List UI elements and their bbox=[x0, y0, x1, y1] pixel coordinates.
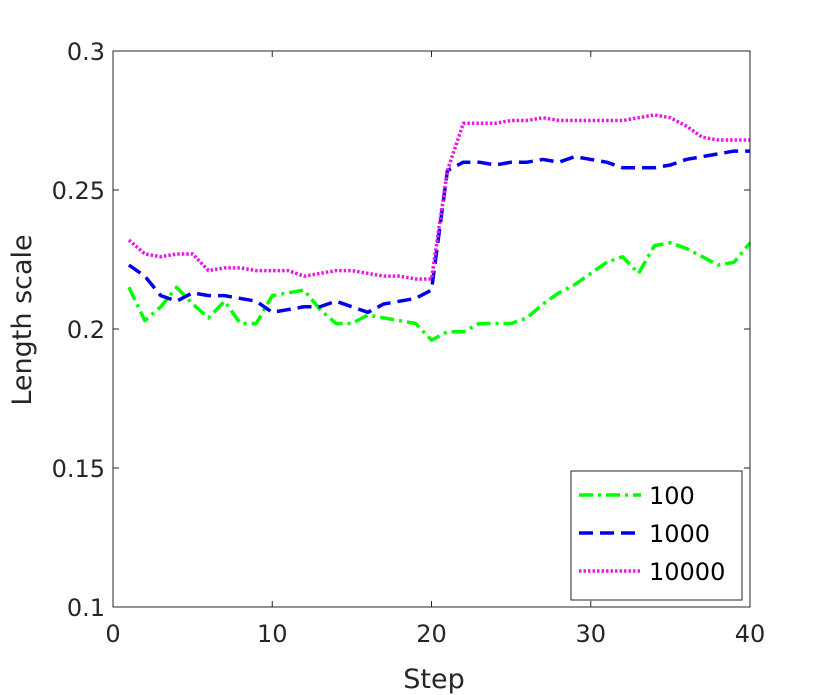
legend-label-100: 100 bbox=[649, 482, 695, 510]
legend-box bbox=[570, 470, 743, 601]
x-tick-label: 10 bbox=[257, 620, 288, 648]
x-tick-label: 40 bbox=[735, 620, 766, 648]
x-axis-label: Step bbox=[403, 664, 464, 695]
y-tick-label: 0.1 bbox=[67, 594, 105, 622]
y-axis-label: Length scale bbox=[7, 234, 38, 405]
x-tick-label: 30 bbox=[575, 620, 606, 648]
y-tick-label: 0.2 bbox=[67, 316, 105, 344]
legend: 100 1000 10000 bbox=[570, 470, 743, 601]
series-line-1000 bbox=[127, 149, 750, 315]
series-layer bbox=[127, 113, 752, 342]
ticks-layer: 0 10 20 30 40 0.1 0.15 0.2 0.25 0.3 bbox=[52, 38, 766, 648]
y-tick-label: 0.25 bbox=[52, 177, 105, 205]
legend-label-1000: 1000 bbox=[649, 520, 710, 548]
x-tick-label: 0 bbox=[105, 620, 120, 648]
series-line-100 bbox=[127, 241, 752, 342]
y-tick-label: 0.15 bbox=[52, 455, 105, 483]
x-tick-label: 20 bbox=[416, 620, 447, 648]
series-line-10000 bbox=[127, 113, 750, 281]
legend-label-10000: 10000 bbox=[649, 558, 725, 586]
y-tick-label: 0.3 bbox=[67, 38, 105, 66]
